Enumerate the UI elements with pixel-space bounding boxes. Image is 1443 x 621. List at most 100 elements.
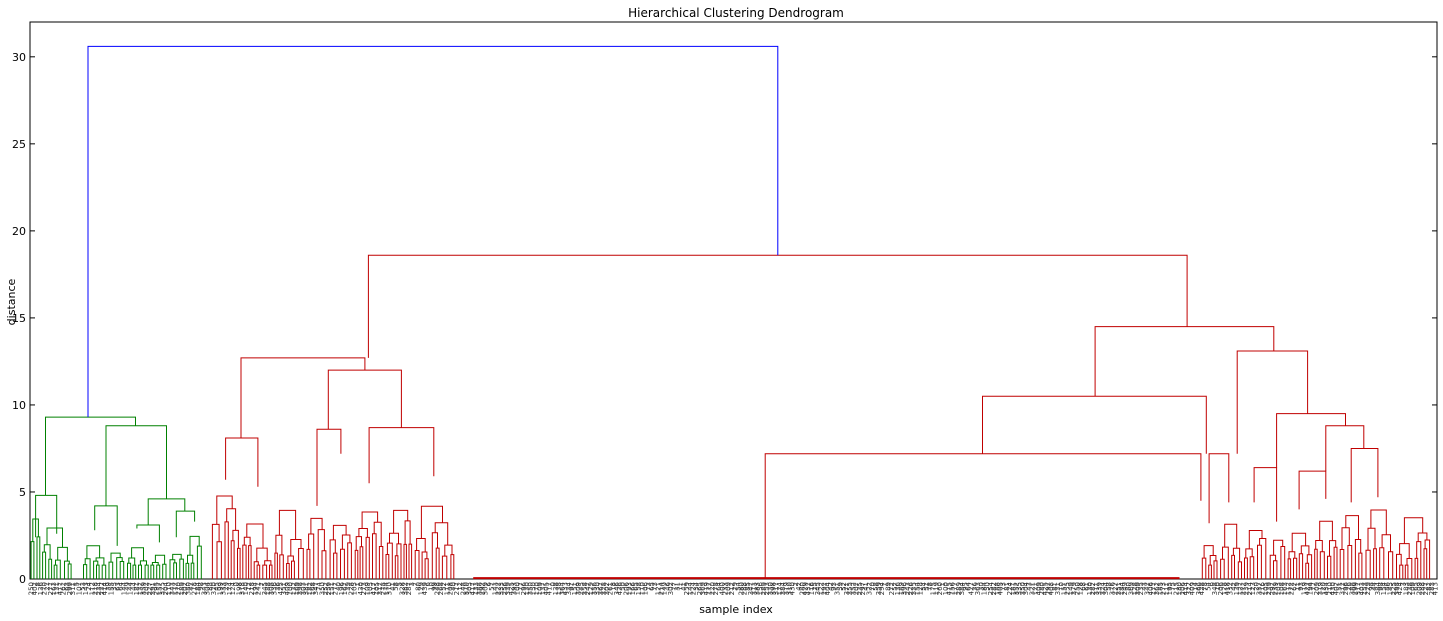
leaf-tick-label: 417 (546, 582, 554, 595)
dendrogram-link (1253, 467, 1278, 522)
leaf-tick-label: 26 (1345, 581, 1353, 590)
dendrogram-link (86, 545, 101, 559)
leaf-tick-label: 311 (1092, 582, 1100, 595)
leaf-tick-label: 52 (891, 582, 899, 591)
leaf-tick-label: 70 (869, 582, 877, 591)
leaf-tick-label: 282 (990, 582, 998, 595)
leaf-tick-label: 202 (143, 582, 151, 595)
dendrogram-link (262, 564, 268, 579)
leaf-tick-label: 239 (1265, 582, 1273, 595)
leaf-tick-label: 396 (901, 581, 909, 595)
leaf-tick-label: 254 (987, 581, 995, 595)
leaf-tick-label: 289 (955, 582, 963, 595)
leaf-tick-label: 168 (309, 582, 317, 595)
leaf-tick-label: 359 (875, 582, 883, 595)
dendrogram-link (359, 546, 364, 579)
leaf-tick-label: 398 (770, 582, 778, 595)
dendrogram-link (243, 536, 251, 546)
leaf-tick-label: 116 (808, 581, 816, 595)
dendrogram-link (150, 564, 155, 579)
leaf-tick-label: 212 (728, 582, 736, 595)
dendrogram-link (1414, 557, 1419, 579)
dendrogram-link (1269, 554, 1277, 579)
leaf-tick-label: 10 (427, 582, 435, 591)
dendrogram-link (108, 561, 114, 579)
dendrogram-link (1319, 520, 1333, 541)
leaf-tick-label: 177 (706, 582, 714, 595)
leaf-tick-label: 119 (933, 582, 941, 595)
leaf-tick-label: 425 (277, 582, 285, 595)
leaf-tick-label: 6 (485, 581, 493, 586)
leaf-tick-label: 195 (1166, 582, 1174, 595)
leaf-tick-label: 46 (664, 581, 672, 590)
leaf-tick-label: 280 (1038, 582, 1046, 595)
leaf-tick-label: 296 (1342, 581, 1350, 595)
dendrogram-link (53, 564, 58, 579)
leaf-tick-label: 364 (558, 581, 566, 595)
dendrogram-link (1314, 548, 1318, 579)
dendrogram-link (1370, 509, 1387, 535)
dendrogram-link (35, 494, 58, 538)
leaf-tick-label: 359 (140, 582, 148, 595)
dendrogram-link (1249, 556, 1255, 579)
leaf-tick-label: 43 (1140, 582, 1148, 591)
leaf-tick-label: 218 (191, 582, 199, 595)
dendrogram-link (179, 558, 184, 579)
leaf-tick-label: 345 (814, 582, 822, 595)
leaf-tick-label: 78 (926, 582, 934, 591)
leaf-tick-label: 149 (1067, 582, 1075, 595)
leaf-tick-label: 217 (453, 582, 461, 595)
dendrogram-link (1257, 544, 1262, 579)
leaf-tick-label: 5 (395, 582, 403, 586)
dendrogram-link (358, 528, 368, 538)
leaf-tick-label: 93 (830, 582, 838, 591)
dendrogram-link (1224, 523, 1238, 549)
leaf-tick-label: 63 (114, 582, 122, 591)
leaf-tick-label: 111 (443, 582, 451, 595)
leaf-tick-label: 388 (475, 582, 483, 595)
dendrogram-link (189, 535, 200, 556)
dendrogram-link (84, 558, 91, 579)
leaf-tick-label: 65 (648, 582, 656, 591)
leaf-tick-label: 417 (370, 582, 378, 595)
leaf-tick-label: 129 (418, 582, 426, 595)
leaf-tick-label: 6 (424, 581, 432, 586)
leaf-tick-label: 343 (168, 582, 176, 595)
leaf-tick-label: 95 (961, 582, 969, 591)
dendrogram-link (361, 511, 379, 529)
dendrogram-link (286, 563, 290, 579)
dendrogram-link (378, 546, 384, 579)
leaf-tick-label: 98 (197, 582, 205, 591)
leaf-tick-label: 30 (977, 582, 985, 591)
leaf-tick-label: 180 (1176, 582, 1184, 595)
dendrogram-link (240, 357, 366, 438)
leaf-tick-label: 250 (1073, 582, 1081, 595)
leaf-tick-label: 155 (108, 582, 116, 595)
leaf-tick-label: 288 (1419, 582, 1427, 595)
leaf-tick-label: 24 (85, 581, 93, 590)
leaf-tick-label: 239 (1243, 582, 1251, 595)
leaf-tick-label: 65 (632, 582, 640, 591)
leaf-tick-label: 58 (872, 582, 880, 591)
dendrogram-link (1358, 552, 1363, 579)
leaf-tick-label: 228 (347, 582, 355, 595)
leaf-tick-label: 112 (1284, 582, 1292, 595)
leaf-tick-label: 248 (434, 582, 442, 595)
leaf-tick-label: 367 (597, 582, 605, 595)
leaf-tick-label: 210 (1326, 582, 1334, 595)
leaf-tick-label: 47 (188, 582, 196, 591)
leaf-tick-label: 34 (693, 581, 701, 590)
leaf-tick-label: 71 (677, 582, 685, 591)
leaf-tick-label: 209 (1313, 582, 1321, 595)
leaf-tick-label: 157 (156, 582, 164, 595)
leaf-tick-label: 247 (584, 582, 592, 595)
leaf-tick-label: 334 (565, 581, 573, 595)
dendrogram-link (347, 542, 352, 579)
dendrogram-link (450, 554, 455, 579)
leaf-tick-label: 332 (1227, 582, 1235, 595)
leaf-tick-label: 136 (37, 581, 45, 595)
leaf-tick-label: 413 (1431, 582, 1439, 595)
leaf-tick-label: 151 (571, 582, 579, 595)
leaf-tick-label: 189 (897, 582, 905, 595)
leaf-tick-label: 292 (821, 582, 829, 595)
